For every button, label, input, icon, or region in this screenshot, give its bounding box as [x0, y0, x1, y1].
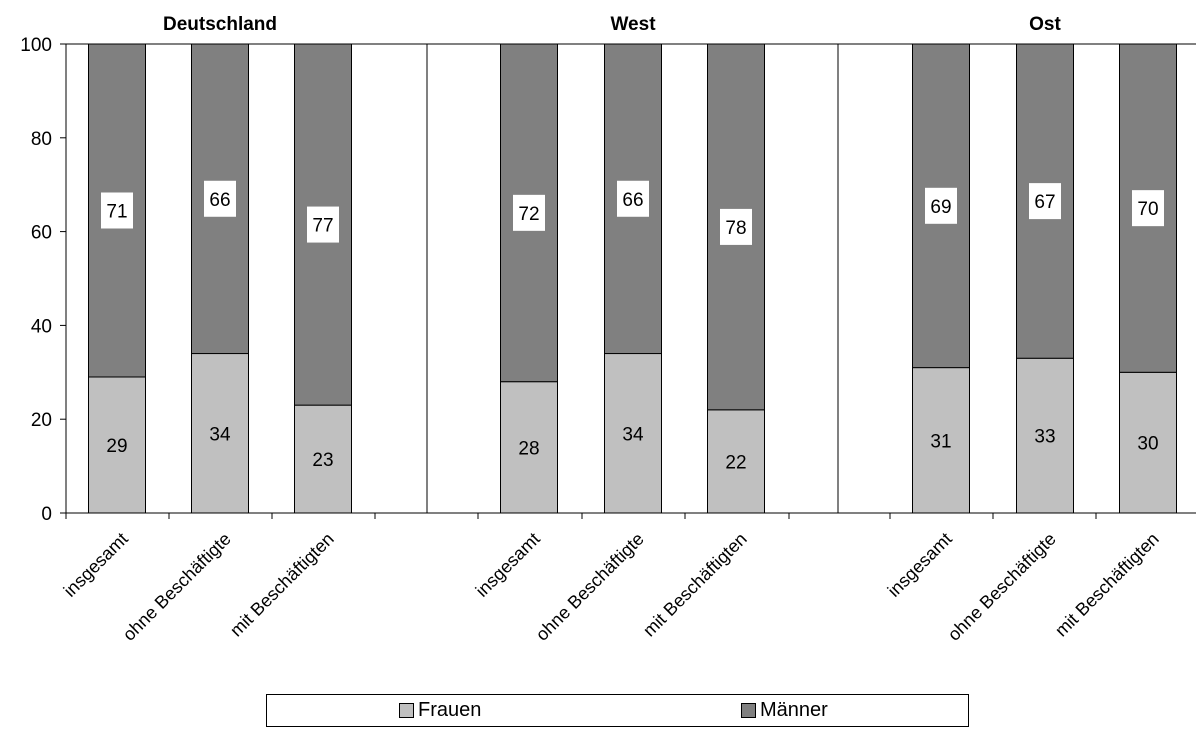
data-label-box — [1132, 190, 1164, 227]
bar-frauen — [604, 353, 662, 514]
category-label: insgesamt — [472, 529, 544, 601]
data-label-maenner: 69 — [930, 197, 951, 218]
data-label-frauen: 34 — [622, 424, 644, 445]
data-label-maenner: 66 — [622, 190, 643, 211]
legend-item-maenner: Männer — [741, 699, 828, 722]
panel-title: Deutschland — [163, 14, 277, 35]
y-tick-label: 20 — [31, 410, 52, 431]
bar-frauen — [191, 353, 249, 514]
y-tick-label: 0 — [41, 504, 52, 525]
data-label-maenner: 66 — [209, 190, 230, 211]
data-label-box — [925, 187, 957, 224]
category-label: mit Beschäftigten — [639, 529, 751, 641]
data-label-frauen: 30 — [1137, 434, 1158, 455]
legend-swatch-frauen — [399, 703, 414, 718]
bar-frauen — [707, 409, 765, 514]
y-tick-label: 100 — [20, 35, 52, 56]
data-label-box — [1029, 183, 1061, 220]
category-label: ohne Beschäftigte — [532, 529, 648, 645]
data-label-box — [617, 180, 649, 217]
data-label-maenner: 77 — [312, 216, 333, 237]
data-label-box — [204, 180, 236, 217]
data-label-frauen: 33 — [1034, 427, 1055, 448]
category-label: mit Beschäftigten — [226, 529, 338, 641]
legend-label-frauen: Frauen — [418, 699, 482, 721]
data-label-box — [101, 192, 133, 229]
legend-swatch-maenner — [741, 703, 756, 718]
data-label-maenner: 78 — [725, 218, 746, 239]
category-label: insgesamt — [60, 529, 132, 601]
data-label-frauen: 29 — [106, 436, 127, 457]
bar-frauen — [88, 376, 146, 514]
bar-frauen — [912, 367, 970, 514]
data-label-box — [720, 208, 752, 245]
y-tick-label: 40 — [31, 316, 52, 337]
data-label-box — [513, 194, 545, 231]
data-label-frauen: 28 — [518, 438, 539, 459]
panel-title: West — [610, 14, 656, 35]
legend-label-maenner: Männer — [760, 699, 828, 721]
category-label: mit Beschäftigten — [1051, 529, 1163, 641]
bar-frauen — [500, 381, 558, 514]
y-tick-label: 80 — [31, 129, 52, 150]
bar-frauen — [294, 404, 352, 514]
category-label: insgesamt — [884, 529, 956, 601]
data-label-box — [307, 206, 339, 243]
legend: Frauen Männer — [266, 694, 969, 727]
bar-frauen — [1016, 357, 1074, 514]
data-label-frauen: 23 — [312, 450, 333, 471]
category-label: ohne Beschäftigte — [944, 529, 1060, 645]
data-label-maenner: 70 — [1137, 199, 1158, 220]
data-label-maenner: 67 — [1034, 192, 1055, 213]
data-label-maenner: 71 — [106, 201, 127, 222]
legend-item-frauen: Frauen — [399, 699, 481, 722]
y-tick-label: 60 — [31, 223, 52, 244]
data-label-maenner: 72 — [518, 204, 539, 225]
data-label-frauen: 34 — [209, 424, 231, 445]
data-label-frauen: 31 — [930, 431, 951, 452]
panel-title: Ost — [1029, 14, 1061, 35]
data-label-frauen: 22 — [725, 452, 746, 473]
category-label: ohne Beschäftigte — [119, 529, 235, 645]
